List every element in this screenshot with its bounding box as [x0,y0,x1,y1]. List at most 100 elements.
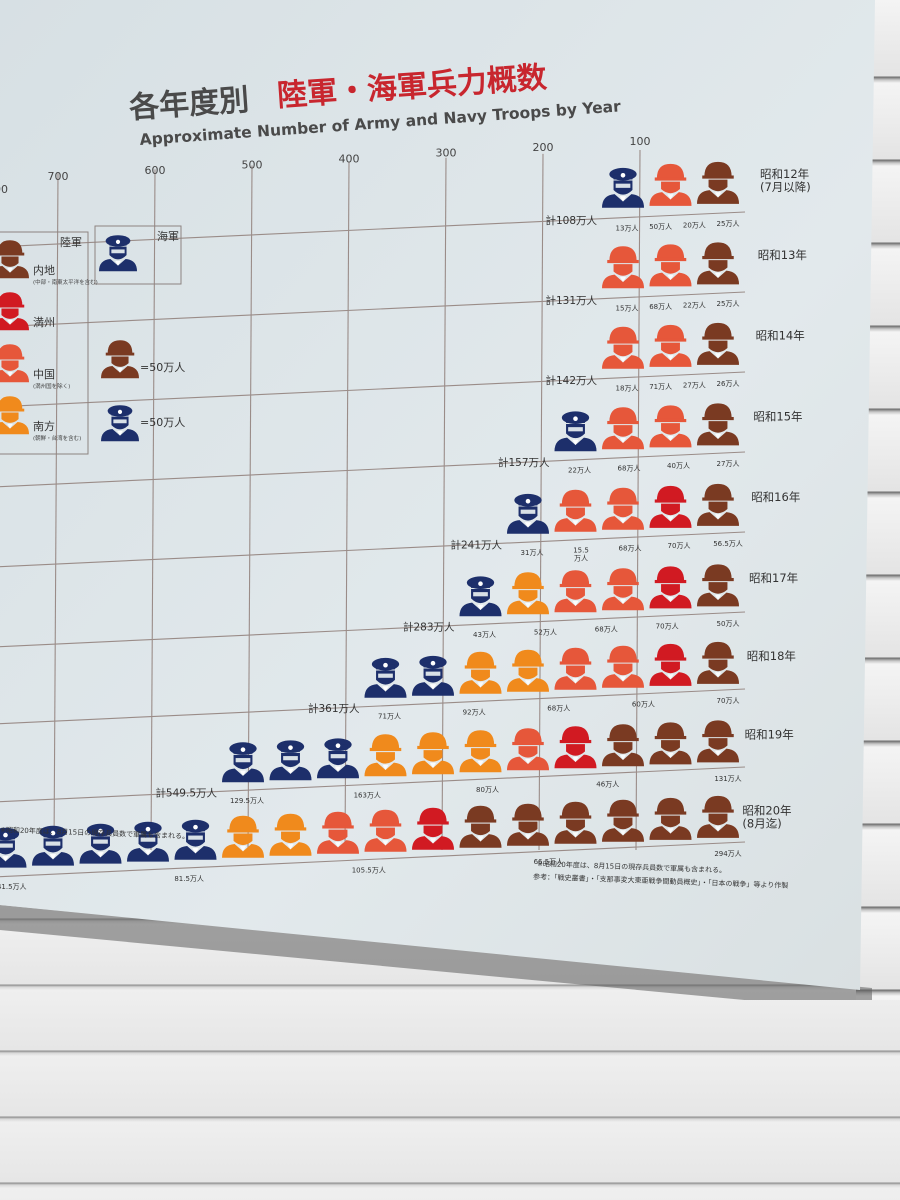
legend-navy-unit-icon [101,405,139,442]
troop-icon-内地 [697,720,739,763]
troop-icon-海軍 [554,411,597,452]
troop-icon-南方 [269,813,312,856]
troop-icon-海軍 [0,827,27,868]
legend-army-box [0,231,89,455]
troop-icon-中国 [649,324,692,367]
segment-value-label: 241.5万人 [0,883,27,891]
troop-icon-内地 [649,797,692,840]
segment-value-label: 25万人 [717,300,740,308]
segment-value-label: 15.5 万人 [573,547,589,563]
segment-value-label: 56.5万人 [713,540,743,548]
segment-value-label: 68万人 [649,303,672,311]
troop-icon-満州 [649,485,692,528]
segment-value-label: 46万人 [596,780,619,788]
legend-region-label: 満州 [33,316,55,329]
troop-icon-海軍 [459,576,502,617]
segment-value-label: 71万人 [649,383,672,391]
troop-icon-海軍 [412,655,454,696]
legend-army-heading: 陸軍 [60,236,82,249]
legend-region-icon [0,344,30,383]
segment-value-label: 70万人 [668,542,691,550]
troop-icon-南方 [364,734,407,777]
grid-line-600 [150,169,156,851]
troop-icon-中国 [602,246,644,289]
row-baseline [0,611,746,648]
row-category-label: 昭和18年 [747,649,796,663]
segment-value-label: 68万人 [547,705,570,713]
row-baseline [0,291,746,328]
troop-icon-内地 [697,564,739,607]
legend-navy-icon [99,235,137,272]
troop-icon-内地 [697,322,739,365]
troop-icon-海軍 [79,823,122,864]
troop-icon-中国 [364,809,407,852]
troop-icon-内地 [697,641,739,684]
x-tick-label: 200 [533,141,554,154]
grid-line-500 [247,165,253,851]
troop-icon-海軍 [364,657,407,698]
segment-value-label: 22万人 [683,301,706,309]
chart-labels: 700 600 500 400 300 200 100 00 昭和12年(7月以降) 計108万人… [0,135,811,891]
troop-icon-南方 [412,732,454,775]
segment-value-label: 22万人 [568,467,591,475]
legend-navy-box [94,225,182,285]
row-category-label: 昭和14年 [756,329,805,343]
legend-region-icon [0,240,30,279]
row-category-label: 昭和12年(7月以降) [760,167,811,194]
troop-icon-南方 [222,815,264,858]
segment-value-label: 131万人 [714,775,741,783]
segment-value-label: 294万人 [714,850,741,858]
segment-value-label: 66.5万人 [534,858,564,866]
segment-value-label: 43万人 [473,631,496,639]
troop-icon-中国 [649,405,692,448]
legend-navy-unit-label: =50万人 [140,416,185,429]
row-total-label: 計241万人 [450,538,502,551]
grid-line-100 [635,149,641,851]
troop-icon-満州 [649,643,692,686]
troop-icon-内地 [554,801,597,844]
troop-icon-内地 [507,803,549,846]
troop-icon-内地 [649,722,692,765]
legend-army-unit-icon [101,340,139,379]
troop-icon-中国 [649,163,692,206]
troop-icon-南方 [507,572,549,615]
troop-icon-海軍 [602,167,644,208]
troop-icon-中国 [602,326,644,369]
chart-grid [0,149,746,878]
segment-value-label: 31万人 [521,549,544,557]
troop-icon-中国 [649,244,692,287]
row-total-label: 計108万人 [545,214,597,227]
row-baseline [0,371,746,408]
segment-value-label: 60万人 [632,701,655,709]
troop-icon-内地 [602,799,644,842]
legend-region-icon [0,292,30,331]
row-baseline [0,451,746,488]
row-total-label: 計549.5万人 [155,787,217,800]
segment-value-label: 68万人 [595,625,618,633]
legend-region-icon [0,396,30,435]
segment-value-label: 68万人 [619,544,642,552]
segment-value-label: 92万人 [463,709,486,717]
troop-icon-海軍 [317,738,359,779]
x-tick-label: 300 [436,147,457,160]
row-total-label: 計157万人 [498,456,550,469]
segment-value-label: 20万人 [683,221,706,229]
troop-icon-中国 [602,407,644,450]
segment-value-label: 105.5万人 [352,866,386,874]
troop-icon-中国 [602,645,644,688]
x-tick-label: 700 [48,170,69,183]
legend-region-note: (朝鮮・台湾を含む) [33,434,81,442]
troop-icon-内地 [697,403,739,446]
row-total-label: 計142万人 [545,374,597,387]
troop-icon-中国 [554,647,597,690]
row-baseline [0,766,746,803]
troop-icon-中国 [554,489,597,532]
troop-icon-内地 [697,242,739,285]
troop-icon-南方 [459,730,502,773]
legend-region-note: (中部・南東太平洋を含む) [33,278,98,286]
troop-icon-南方 [459,651,502,694]
segment-value-label: 129.5万人 [230,797,264,805]
troop-icon-満州 [554,726,597,769]
troop-icon-中国 [602,487,644,530]
troop-icon-中国 [507,728,549,771]
